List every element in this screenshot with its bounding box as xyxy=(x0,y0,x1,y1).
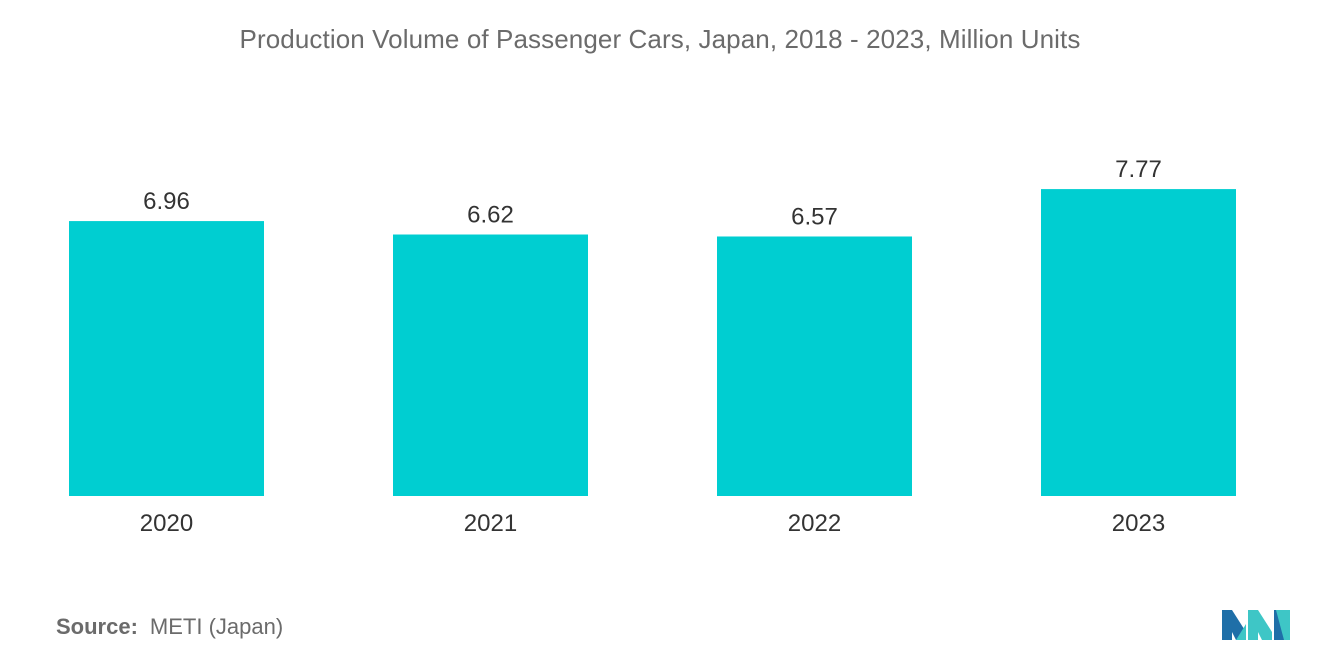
data-label-2020: 6.96 xyxy=(143,188,190,215)
bar-2021 xyxy=(393,234,588,496)
x-tick-label-2021: 2021 xyxy=(464,510,517,537)
x-tick-label-2023: 2023 xyxy=(1112,510,1165,537)
bar-2022 xyxy=(717,236,912,497)
data-label-2022: 6.57 xyxy=(791,203,838,230)
mordor-intelligence-logo-icon xyxy=(1222,610,1290,640)
source-text: METI (Japan) xyxy=(149,614,284,639)
source-note: Source: METI (Japan) xyxy=(56,614,283,640)
data-label-2023: 7.77 xyxy=(1115,156,1162,183)
x-tick-label-2022: 2022 xyxy=(788,510,841,537)
data-label-2021: 6.62 xyxy=(467,202,514,229)
source-label: Source: xyxy=(56,614,138,639)
bar-2020 xyxy=(69,221,264,496)
x-tick-label-2020: 2020 xyxy=(140,510,193,537)
bar-2023 xyxy=(1041,189,1236,496)
chart-title: Production Volume of Passenger Cars, Jap… xyxy=(239,24,1081,54)
